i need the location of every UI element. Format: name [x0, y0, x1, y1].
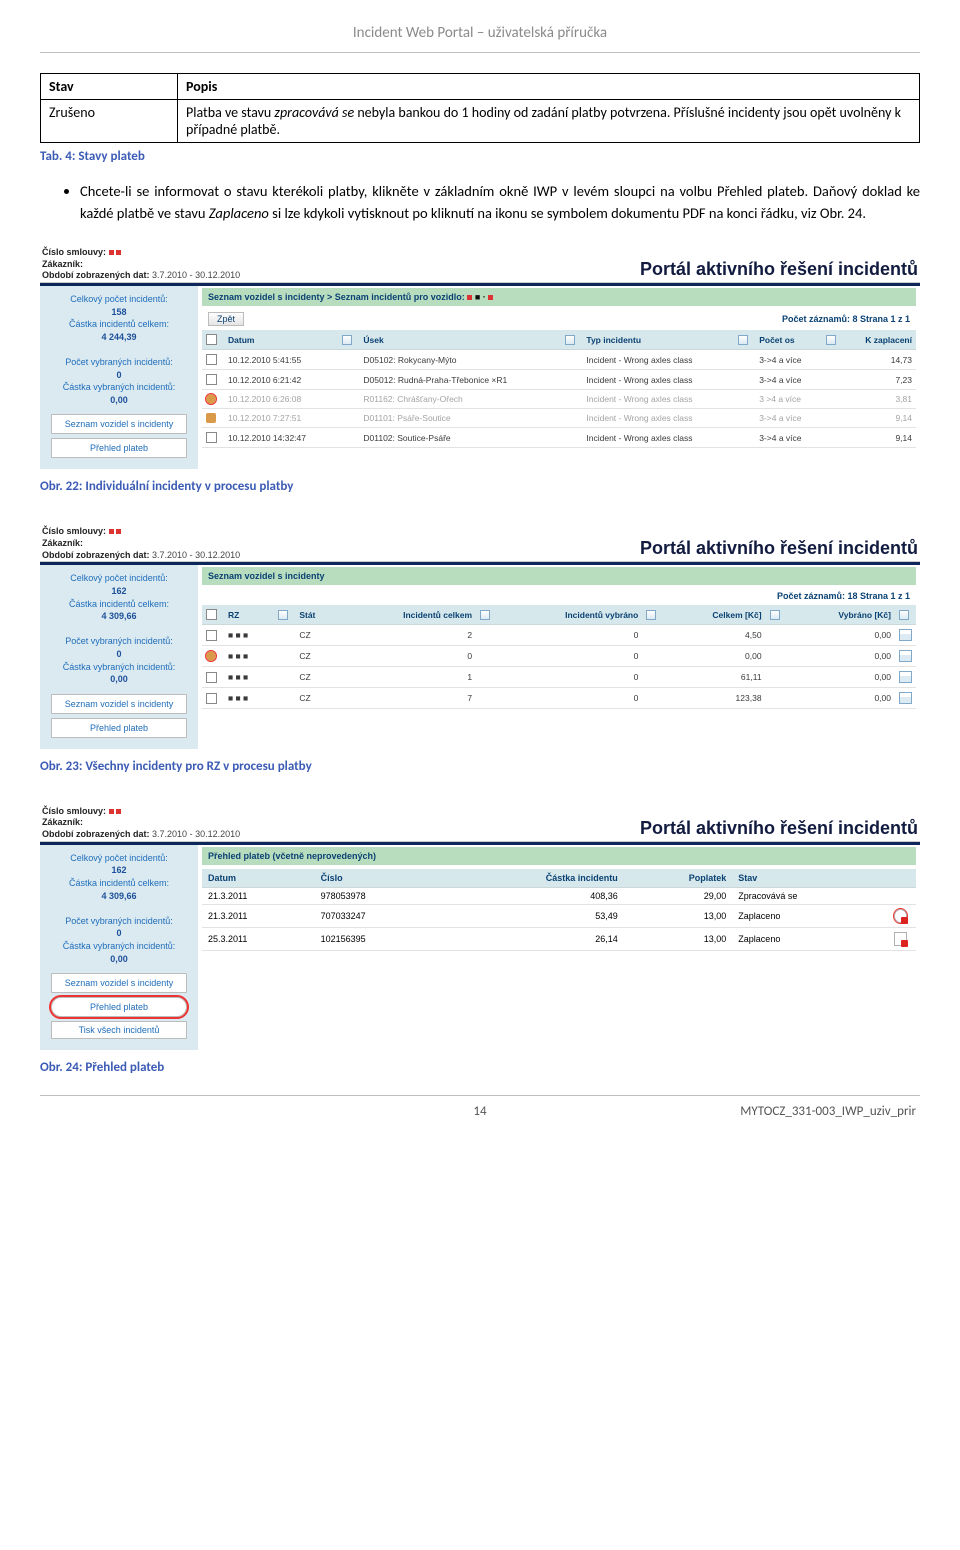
chk-all-icon[interactable]	[206, 334, 217, 345]
screenshot-fig23: Číslo smlouvy: Zákazník: Období zobrazen…	[40, 524, 920, 748]
checkbox-icon[interactable]	[206, 672, 217, 683]
fig23-caption: Obr. 23: Všechny incidenty pro RZ v proc…	[40, 759, 920, 774]
table-row[interactable]: 10.12.2010 6:21:42D05012: Rudná-Praha-Tř…	[202, 370, 916, 390]
table-row[interactable]: 10.12.2010 7:27:51D01101: Psáře-SouticeI…	[202, 409, 916, 428]
fig24-caption: Obr. 24: Přehled plateb	[40, 1060, 920, 1075]
top-rule	[40, 52, 920, 53]
lock-icon	[206, 394, 216, 404]
record-count-22: Počet záznamů: 8 Strana 1 z 1	[782, 314, 910, 324]
bullet-1: Chcete-li se informovat o stavu kterékol…	[80, 180, 920, 225]
shot23-meta: Číslo smlouvy: Zákazník: Období zobrazen…	[42, 526, 240, 561]
shot22-meta: Číslo smlouvy: Zákazník: Období zobrazen…	[42, 247, 240, 282]
table-row[interactable]: ■ ■ ■CZ204,500,00	[202, 625, 916, 646]
sort-icon[interactable]	[826, 335, 836, 345]
sidebar-btn-overview-22[interactable]: Přehled plateb	[51, 438, 187, 458]
sort-icon[interactable]	[480, 610, 490, 620]
stavy-cell-desc: Platba ve stavu zpracovává se nebyla ban…	[178, 100, 920, 143]
bottom-rule	[40, 1095, 920, 1096]
stavy-th-popis: Popis	[178, 74, 920, 100]
table-row[interactable]: 10.12.2010 6:26:08R01162: Chrášťany-Ořec…	[202, 390, 916, 409]
calendar-icon[interactable]	[899, 629, 912, 641]
checkbox-icon[interactable]	[206, 374, 217, 385]
sidebar-22: Celkový počet incidentů: 158 Částka inci…	[40, 286, 198, 469]
page-footer: 14 MYTOCZ_331-003_IWP_uziv_prir	[40, 1104, 920, 1139]
shot24-meta: Číslo smlouvy: Zákazník: Období zobrazen…	[42, 806, 240, 841]
checkbox-icon[interactable]	[206, 693, 217, 704]
portal-title: Portál aktivního řešení incidentů	[640, 259, 918, 282]
page-number: 14	[335, 1104, 626, 1119]
sort-icon[interactable]	[278, 610, 288, 620]
fig22-caption: Obr. 22: Individuální incidenty v proces…	[40, 479, 920, 494]
sort-icon[interactable]	[646, 610, 656, 620]
checkbox-icon[interactable]	[206, 354, 217, 365]
breadcrumb-22: Seznam vozidel s incidenty > Seznam inci…	[202, 288, 916, 306]
screenshot-fig22: Číslo smlouvy: Zákazník: Období zobrazen…	[40, 245, 920, 469]
stavy-cell-label: Zrušeno	[41, 100, 178, 143]
stavy-row: Zrušeno Platba ve stavu zpracovává se ne…	[41, 100, 920, 143]
grid-22: Datum Úsek Typ incidentu Počet os K zapl…	[202, 330, 916, 448]
checkbox-icon[interactable]	[206, 432, 217, 443]
sidebar-btn-vehicles-22[interactable]: Seznam vozidel s incidenty	[51, 414, 187, 434]
portal-title-23: Portál aktivního řešení incidentů	[640, 538, 918, 561]
stavy-th-stav: Stav	[41, 74, 178, 100]
btn-back-22[interactable]: Zpět	[208, 312, 244, 326]
lock-icon	[206, 413, 216, 423]
pdf-icon[interactable]	[894, 932, 907, 946]
sort-icon[interactable]	[899, 610, 909, 620]
calendar-icon[interactable]	[899, 650, 912, 662]
table-row[interactable]: ■ ■ ■CZ000,000,00	[202, 646, 916, 667]
grid24-header: Datum Číslo Částka incidentu Poplatek St…	[202, 869, 916, 888]
grid-23: RZ Stát Incidentů celkem Incidentů vybrá…	[202, 605, 916, 709]
table-row[interactable]: ■ ■ ■CZ1061,110,00	[202, 667, 916, 688]
sidebar-btn-vehicles-23[interactable]: Seznam vozidel s incidenty	[51, 694, 187, 714]
breadcrumb-24: Přehled plateb (včetně neprovedených)	[202, 847, 916, 865]
tab4-caption: Tab. 4: Stavy plateb	[40, 149, 920, 164]
calendar-icon[interactable]	[899, 692, 912, 704]
screenshot-fig24: Číslo smlouvy: Zákazník: Období zobrazen…	[40, 804, 920, 1050]
sidebar-btn-overview-23[interactable]: Přehled plateb	[51, 718, 187, 738]
checkbox-icon[interactable]	[206, 630, 217, 641]
pdf-icon[interactable]	[894, 909, 907, 923]
sort-icon[interactable]	[738, 335, 748, 345]
lock-icon	[206, 651, 216, 661]
chk-all-icon[interactable]	[206, 609, 217, 620]
grid-24: Datum Číslo Částka incidentu Poplatek St…	[202, 869, 916, 951]
grid23-header: RZ Stát Incidentů celkem Incidentů vybrá…	[202, 605, 916, 625]
sidebar-btn-vehicles-24[interactable]: Seznam vozidel s incidenty	[51, 973, 187, 993]
table-row[interactable]: 10.12.2010 5:41:55D05102: Rokycany-MýtoI…	[202, 350, 916, 370]
table-row[interactable]: 21.3.201170703324753,4913,00Zaplaceno	[202, 904, 916, 927]
sidebar-24: Celkový počet incidentů: 162 Částka inci…	[40, 845, 198, 1050]
stavy-table: Stav Popis Zrušeno Platba ve stavu zprac…	[40, 73, 920, 143]
doc-ref: MYTOCZ_331-003_IWP_uziv_prir	[625, 1104, 916, 1119]
sort-icon[interactable]	[770, 610, 780, 620]
sidebar-btn-print-24[interactable]: Tisk všech incidentů	[51, 1021, 187, 1039]
sidebar-23: Celkový počet incidentů: 162 Částka inci…	[40, 565, 198, 748]
portal-title-24: Portál aktivního řešení incidentů	[640, 818, 918, 841]
record-count-23: Počet záznamů: 18 Strana 1 z 1	[777, 591, 910, 601]
doc-header: Incident Web Portal – uživatelská příruč…	[40, 24, 920, 42]
sort-icon[interactable]	[342, 335, 352, 345]
grid22-header: Datum Úsek Typ incidentu Počet os K zapl…	[202, 330, 916, 350]
table-row[interactable]: ■ ■ ■CZ70123,380,00	[202, 688, 916, 709]
table-row[interactable]: 21.3.2011978053978408,3629,00Zpracovává …	[202, 887, 916, 904]
sidebar-btn-overview-24[interactable]: Přehled plateb	[51, 997, 187, 1017]
sort-icon[interactable]	[565, 335, 575, 345]
calendar-icon[interactable]	[899, 671, 912, 683]
breadcrumb-23: Seznam vozidel s incidenty	[202, 567, 916, 585]
table-row[interactable]: 10.12.2010 14:32:47D01102: Soutice-Psáře…	[202, 428, 916, 448]
table-row[interactable]: 25.3.201110215639526,1413,00Zaplaceno	[202, 927, 916, 950]
